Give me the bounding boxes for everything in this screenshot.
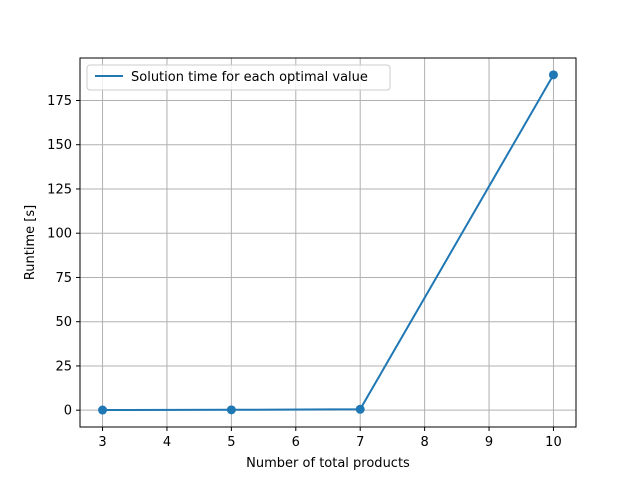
x-tick-label: 3: [98, 435, 106, 450]
x-tick-label: 10: [545, 435, 562, 450]
y-tick-label: 175: [47, 94, 72, 109]
series-layer: [98, 70, 558, 415]
data-point: [98, 405, 108, 415]
y-tick-label: 125: [47, 182, 72, 197]
x-tick-label: 5: [227, 435, 235, 450]
legend-label: Solution time for each optimal value: [131, 70, 368, 85]
y-tick-label: 25: [55, 359, 72, 374]
data-point: [548, 70, 558, 80]
x-tick-label: 7: [356, 435, 364, 450]
data-point: [226, 405, 236, 415]
legend: Solution time for each optimal value: [86, 64, 391, 91]
x-tick-label: 6: [292, 435, 300, 450]
y-tick-label: 0: [64, 404, 72, 419]
data-point: [355, 404, 365, 414]
plot-frame: [79, 57, 577, 428]
series-line: [102, 74, 555, 411]
y-tick-label: 50: [55, 315, 72, 330]
y-tick-label: 75: [55, 271, 72, 286]
x-axis-label: Number of total products: [246, 456, 410, 471]
legend-box: [86, 64, 391, 91]
x-tick-label: 4: [163, 435, 171, 450]
y-tick-label: 150: [47, 138, 72, 153]
x-tick-label: 9: [485, 435, 493, 450]
x-tick-label: 8: [420, 435, 428, 450]
y-axis-label: Runtime [s]: [23, 205, 38, 280]
y-tick-label: 100: [47, 227, 72, 242]
